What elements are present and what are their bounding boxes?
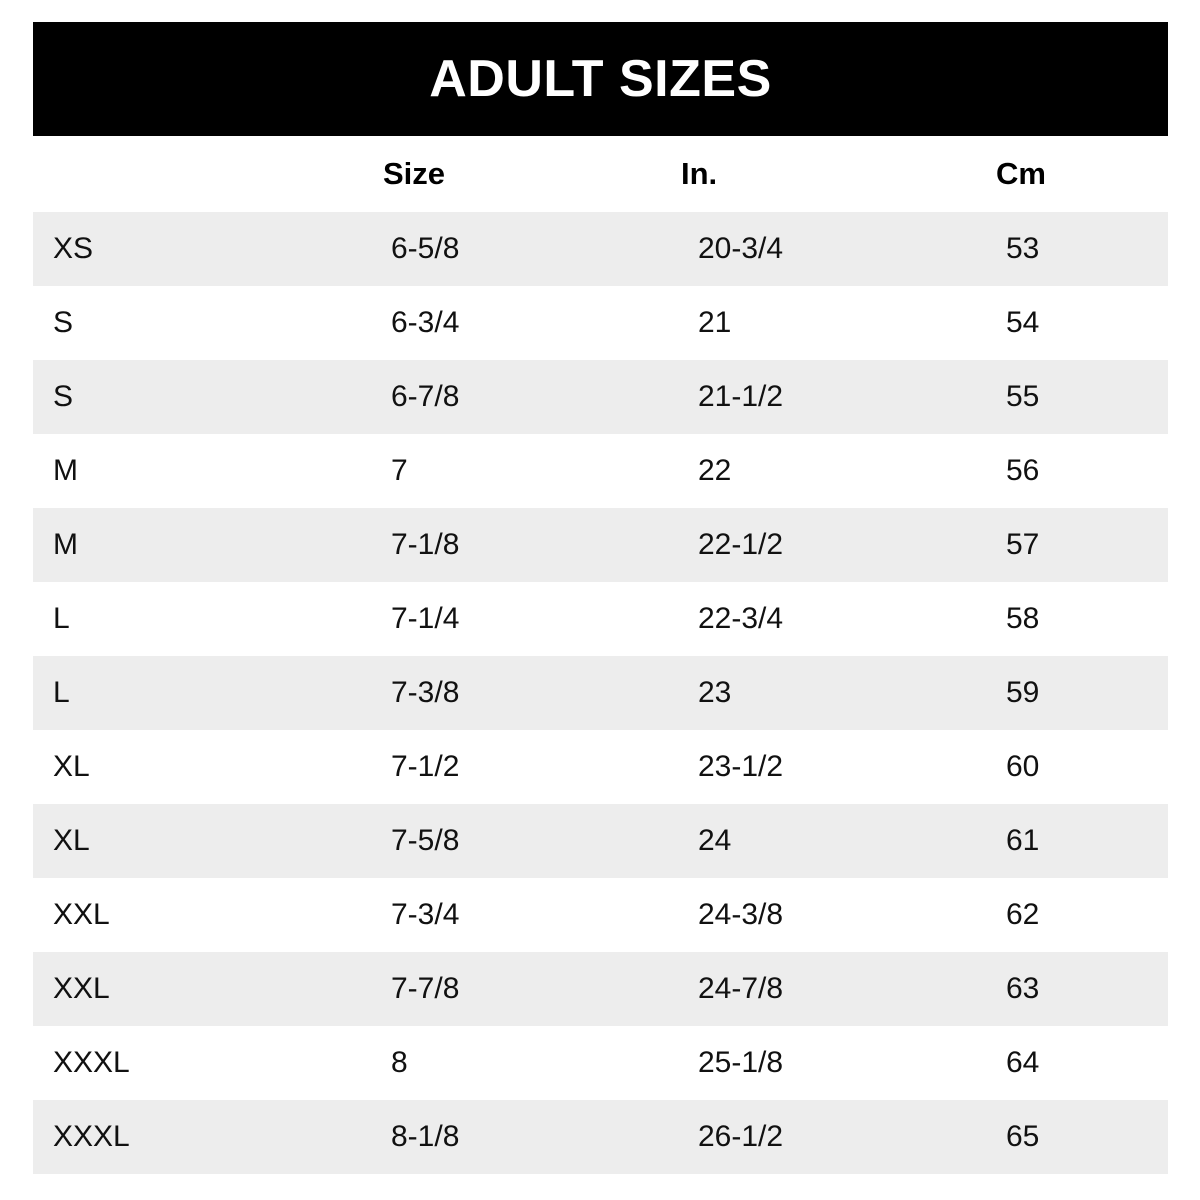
table-row: XS 6-5/8 20-3/4 53 [33,212,1168,286]
size-chart: ADULT SIZES Size In. Cm XS 6-5/8 20-3/4 53 S… [33,22,1168,1174]
cell-inches-value: 22-1/2 [661,508,986,582]
cell-cm-value: 65 [986,1100,1168,1174]
cell-cm-value: 63 [986,952,1168,1026]
cell-inches-value: 25-1/8 [661,1026,986,1100]
cell-size-label: M [33,434,358,508]
cell-size-value: 6-7/8 [358,360,661,434]
cell-cm-value: 53 [986,212,1168,286]
table-row: M 7 22 56 [33,434,1168,508]
cell-cm-value: 54 [986,286,1168,360]
table-row: XXXL 8 25-1/8 64 [33,1026,1168,1100]
table-row: L 7-1/4 22-3/4 58 [33,582,1168,656]
cell-size-value: 7 [358,434,661,508]
cell-inches-value: 24-3/8 [661,878,986,952]
cell-size-label: L [33,582,358,656]
cell-size-label: XL [33,804,358,878]
table-row: XXL 7-7/8 24-7/8 63 [33,952,1168,1026]
table-header: Size In. Cm [33,136,1168,212]
cell-size-value: 6-3/4 [358,286,661,360]
cell-size-value: 7-1/4 [358,582,661,656]
column-header-inches: In. [661,136,986,212]
cell-cm-value: 55 [986,360,1168,434]
cell-size-label: XXXL [33,1100,358,1174]
cell-size-value: 7-3/8 [358,656,661,730]
cell-size-value: 7-3/4 [358,878,661,952]
cell-size-label: XS [33,212,358,286]
size-chart-table: Size In. Cm XS 6-5/8 20-3/4 53 S 6-3/4 21 54 S 6-… [33,136,1168,1174]
table-row: XL 7-1/2 23-1/2 60 [33,730,1168,804]
column-header-label [33,136,358,212]
cell-cm-value: 59 [986,656,1168,730]
cell-size-label: M [33,508,358,582]
page-title: ADULT SIZES [429,50,772,108]
cell-size-value: 7-5/8 [358,804,661,878]
cell-size-value: 8-1/8 [358,1100,661,1174]
table-row: L 7-3/8 23 59 [33,656,1168,730]
cell-cm-value: 61 [986,804,1168,878]
cell-inches-value: 20-3/4 [661,212,986,286]
cell-inches-value: 24 [661,804,986,878]
cell-size-label: XXL [33,952,358,1026]
cell-inches-value: 26-1/2 [661,1100,986,1174]
cell-size-value: 7-7/8 [358,952,661,1026]
chart-title-bar: ADULT SIZES [33,22,1168,136]
table-row: M 7-1/8 22-1/2 57 [33,508,1168,582]
column-header-size: Size [358,136,661,212]
column-header-cm: Cm [986,136,1168,212]
table-row: S 6-3/4 21 54 [33,286,1168,360]
table-row: XXXL 8-1/8 26-1/2 65 [33,1100,1168,1174]
table-row: S 6-7/8 21-1/2 55 [33,360,1168,434]
cell-inches-value: 23-1/2 [661,730,986,804]
cell-inches-value: 22 [661,434,986,508]
table-row: XL 7-5/8 24 61 [33,804,1168,878]
cell-cm-value: 62 [986,878,1168,952]
cell-inches-value: 23 [661,656,986,730]
table-row: XXL 7-3/4 24-3/8 62 [33,878,1168,952]
cell-size-value: 7-1/8 [358,508,661,582]
cell-size-label: XL [33,730,358,804]
cell-cm-value: 56 [986,434,1168,508]
cell-cm-value: 64 [986,1026,1168,1100]
cell-cm-value: 57 [986,508,1168,582]
cell-inches-value: 21 [661,286,986,360]
cell-size-label: S [33,286,358,360]
cell-size-label: L [33,656,358,730]
cell-inches-value: 24-7/8 [661,952,986,1026]
cell-inches-value: 22-3/4 [661,582,986,656]
table-header-row: Size In. Cm [33,136,1168,212]
cell-size-value: 6-5/8 [358,212,661,286]
cell-size-value: 8 [358,1026,661,1100]
table-body: XS 6-5/8 20-3/4 53 S 6-3/4 21 54 S 6-7/8 21-1/2 55 M… [33,212,1168,1174]
cell-size-value: 7-1/2 [358,730,661,804]
cell-size-label: S [33,360,358,434]
cell-size-label: XXL [33,878,358,952]
cell-inches-value: 21-1/2 [661,360,986,434]
cell-size-label: XXXL [33,1026,358,1100]
cell-cm-value: 58 [986,582,1168,656]
cell-cm-value: 60 [986,730,1168,804]
